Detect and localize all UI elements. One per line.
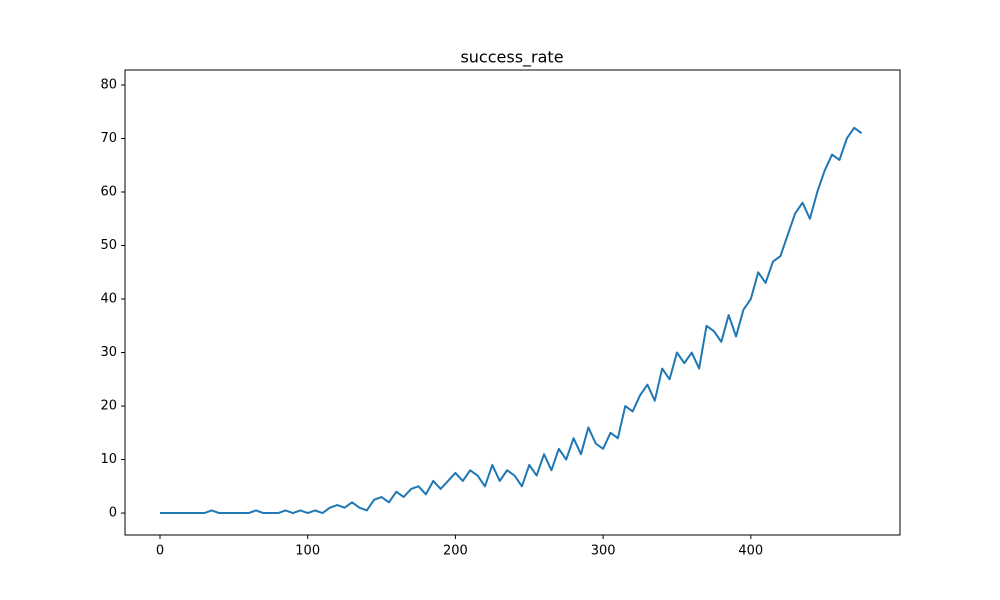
y-tick-label: 50 — [100, 238, 117, 253]
y-tick-label: 10 — [100, 452, 117, 467]
x-tick-label: 0 — [156, 544, 164, 559]
y-tick-label: 70 — [100, 131, 117, 146]
y-tick-label: 30 — [100, 345, 117, 360]
plot-frame — [124, 69, 901, 536]
chart-title: success_rate — [460, 48, 563, 68]
x-tick-label: 400 — [738, 544, 763, 559]
x-tick-label: 100 — [295, 544, 320, 559]
x-tick-label: 300 — [591, 544, 616, 559]
y-tick-label: 0 — [109, 506, 117, 521]
y-tick-label: 40 — [100, 292, 117, 307]
y-tick-label: 80 — [100, 77, 117, 92]
y-tick-label: 20 — [100, 399, 117, 414]
y-tick-label: 60 — [100, 185, 117, 200]
data-line — [160, 126, 863, 515]
x-tick-label: 200 — [443, 544, 468, 559]
